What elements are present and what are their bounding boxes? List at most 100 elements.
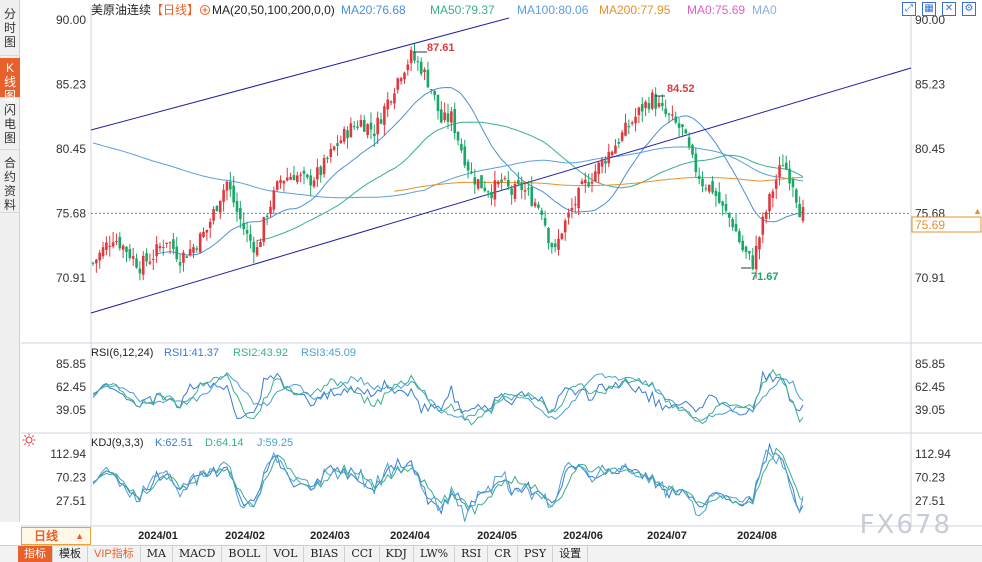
close-icon[interactable]: ✕ [942,2,956,16]
candle [148,253,152,266]
candle [208,218,212,238]
indicator-tab-lw[interactable]: LW% [414,546,456,562]
candle-body [493,180,497,200]
candle-body [607,152,611,164]
candle-body [466,161,470,171]
candle-body [530,187,534,206]
candle [155,236,158,263]
low1-label: 71.67 [751,271,779,283]
candle-body [594,171,597,182]
side-tab-3[interactable]: 合约资料 [0,153,20,213]
candle-body [151,258,155,260]
candle-body [500,179,503,183]
candle-body [386,99,390,110]
indicator-tab-vol[interactable]: VOL [267,546,305,562]
candle-body [178,262,182,266]
settings-icon[interactable]: ⚙ [962,2,976,16]
candle-body [634,116,637,124]
candle [597,161,601,183]
grid-icon[interactable]: ▦ [922,2,936,16]
indicator-tab-cci[interactable]: CCI [345,546,380,562]
candle [540,207,544,221]
candle-body [476,179,480,189]
kdj-value-0: K:62.51 [155,437,193,449]
candle [707,184,711,194]
candle [450,107,453,132]
indicator-tab-bar: 指标 模板 VIP指标 MA MACD BOLL VOL BIAS CCI KDJ LW% RSI CR… [0,545,982,562]
candle-body [771,191,775,198]
candle-body [362,120,366,132]
side-tab-0[interactable]: 分时图 [0,4,20,56]
candle [366,123,369,139]
candle [198,231,202,253]
candle-body [664,108,667,114]
candle [456,130,460,146]
candle [510,185,513,205]
candle-body [198,233,202,253]
candle [463,139,467,169]
candle [202,227,205,239]
candle [784,155,788,171]
candle [98,249,101,269]
candle [687,132,691,150]
candle-body [128,249,132,259]
candle-body [630,122,634,124]
candle [249,224,252,249]
candle-body [453,108,456,134]
candle [490,184,493,206]
candle-body [553,243,557,247]
indicator-tab-[interactable]: 设置 [553,546,589,562]
indicator-tab-ma[interactable]: MA [141,546,173,562]
indicator-tab-[interactable]: 模板 [53,546,88,562]
indicator-tab-cr[interactable]: CR [488,546,518,562]
indicator-tab-vip[interactable]: VIP指标 [88,546,141,562]
candle [754,235,758,279]
kdj-title: KDJ(9,3,3) [91,437,144,449]
indicator-tab-boll[interactable]: BOLL [222,546,268,562]
candle [640,97,644,122]
candle-body [185,256,189,258]
candle [550,242,554,254]
candle [704,184,708,192]
candle [252,236,256,264]
indicator-tab-macd[interactable]: MACD [173,546,223,562]
candle [279,175,282,189]
candle [734,213,738,232]
candle [349,117,353,138]
candle-body [798,203,801,218]
candle-body [215,205,219,211]
candle [295,171,299,185]
chart-area[interactable]: 87.61 84.52 71.67 美原油连续 【日线】 MA(20,50,100,20… [21,0,982,545]
candle [413,43,416,64]
period-selector-label: 日线 [34,529,59,543]
candle [275,180,279,192]
candle [567,208,570,225]
candle-body [406,64,410,71]
candle [175,237,179,263]
rsi-y-tick-right: 39.05 [915,403,945,417]
indicator-tab-bias[interactable]: BIAS [304,546,346,562]
candle [587,173,590,188]
candle [513,180,517,203]
side-tab-2[interactable]: 闪电图 [0,100,20,150]
candle-body [741,240,745,251]
candle-body [309,175,312,186]
candle-body [610,151,614,156]
indicator-tab-[interactable]: 指标 [18,546,53,562]
candle [473,169,477,194]
candle-body [547,228,550,244]
expand-icon[interactable]: ⤢ [902,2,916,16]
candle [299,171,302,183]
side-tab-char: 图 [3,131,16,145]
period-selector[interactable]: 日线 ▲ [21,527,91,545]
kline-chart-svg[interactable]: 87.61 84.52 71.67 美原油连续 【日线】 MA(20,50,100,20… [21,0,982,545]
candle-body [624,122,627,136]
indicator-tab-rsi[interactable]: RSI [455,546,489,562]
current-price-tag: 75.69 [911,216,982,233]
candle [798,196,801,218]
candle-body [520,182,523,191]
indicator-tab-psy[interactable]: PSY [518,546,554,562]
candle-body [235,201,239,212]
indicator-tab-kdj[interactable]: KDJ [380,546,414,562]
